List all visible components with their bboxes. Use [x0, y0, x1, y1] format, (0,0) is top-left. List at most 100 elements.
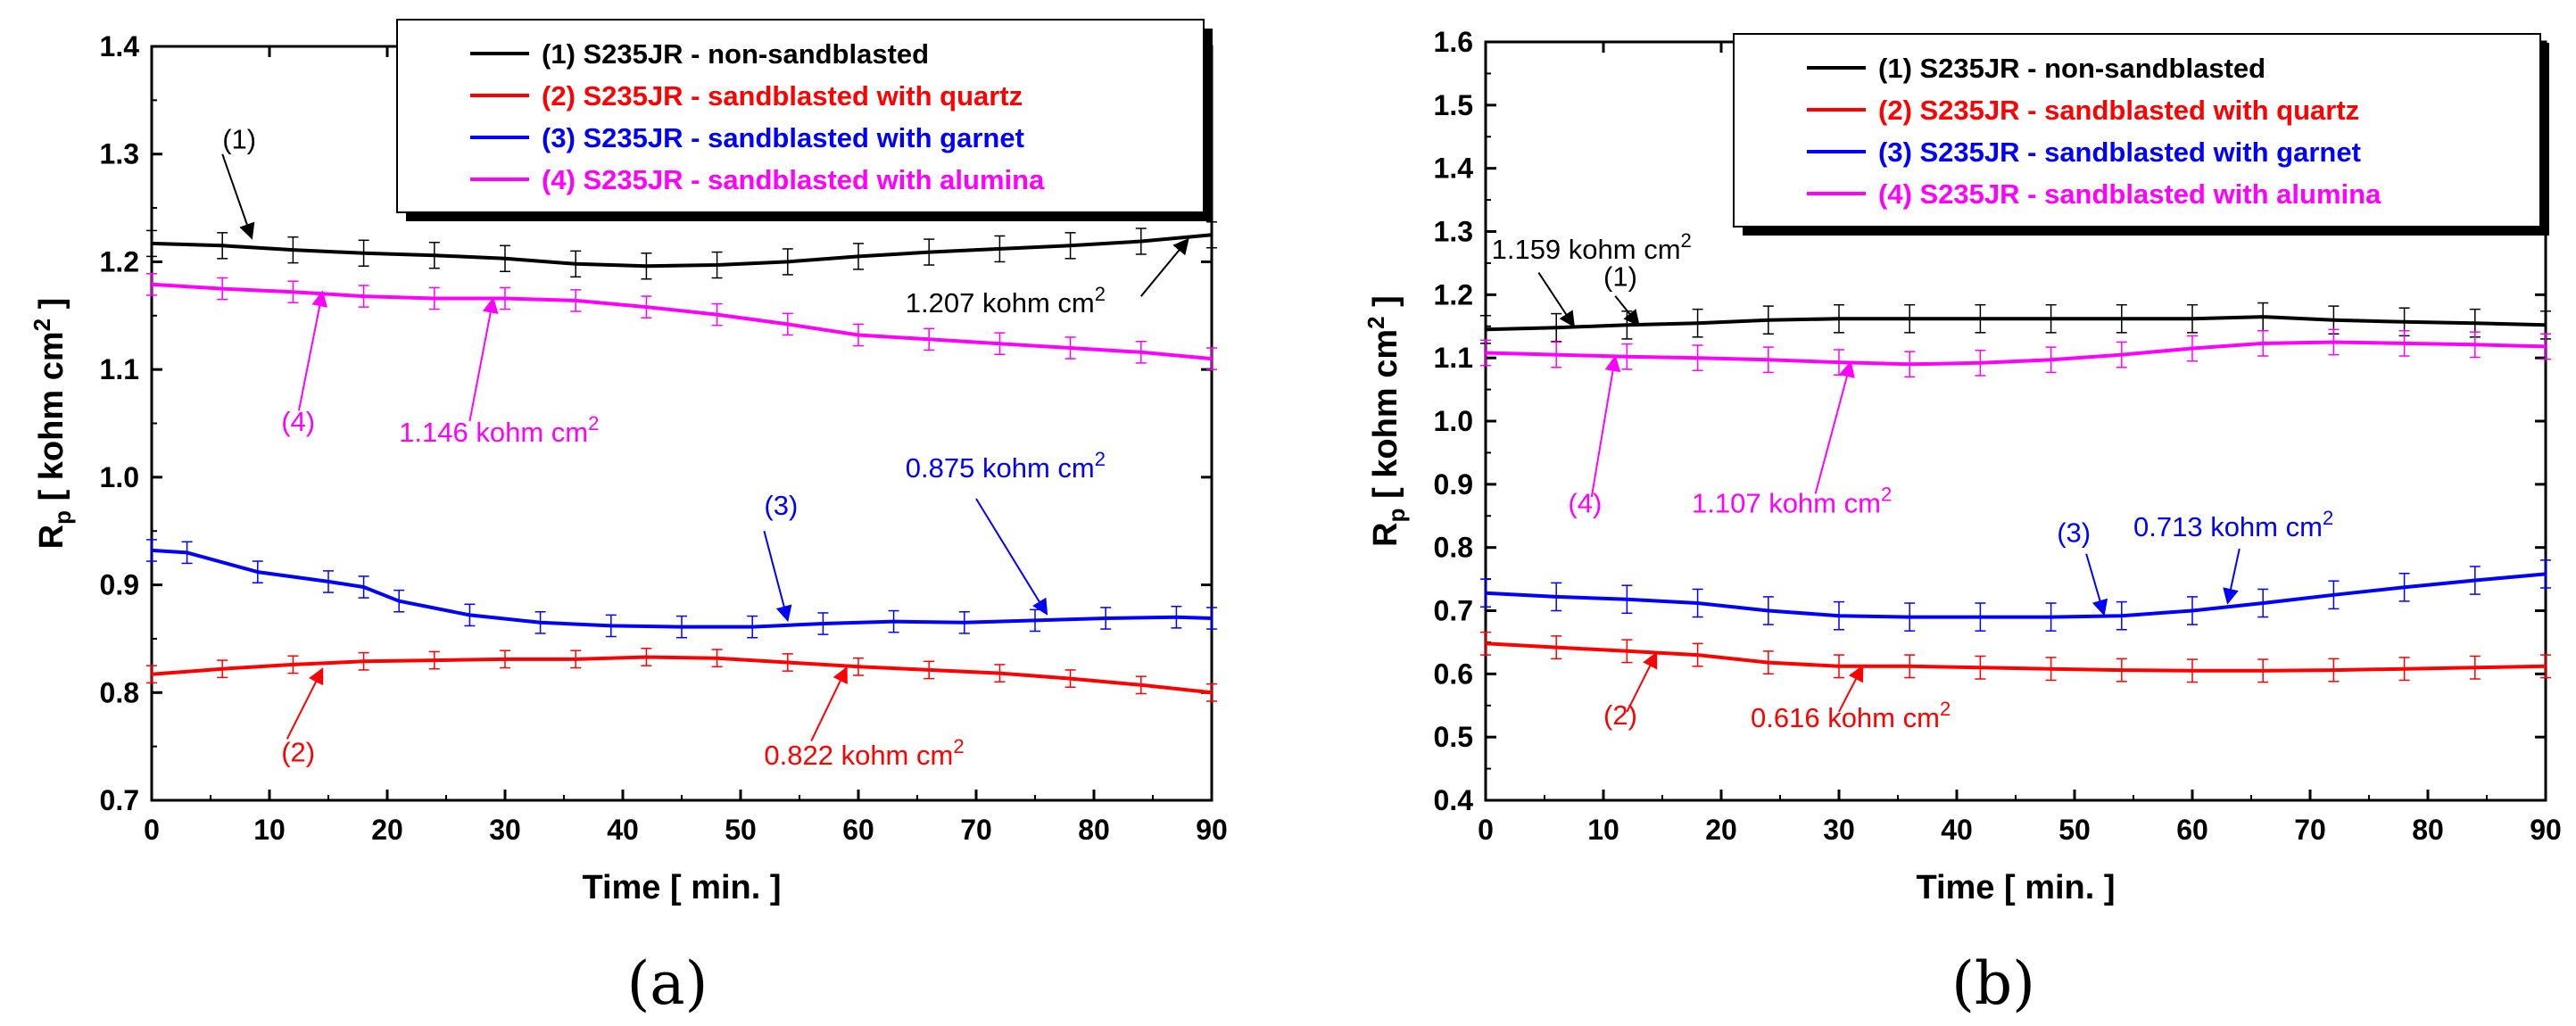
series-line	[1485, 641, 2547, 673]
x-axis-title: Time [ min. ]	[582, 869, 781, 906]
legend-entry: (1) S235JR - non-sandblasted	[1878, 53, 2265, 84]
annotation: 1.107 kohm cm2	[1692, 360, 1892, 519]
y-tick-label: 0.7	[100, 784, 139, 816]
x-tick-label: 70	[2294, 814, 2326, 846]
annotation-arrow	[298, 290, 328, 411]
annotation-arrow	[810, 666, 848, 742]
legend-entry: (3) S235JR - sandblasted with garnet	[542, 122, 1024, 153]
x-tick-label: 50	[725, 814, 757, 846]
annotation-arrow	[221, 153, 255, 240]
x-tick-label: 0	[1478, 814, 1494, 846]
y-tick-label: 0.7	[1434, 595, 1473, 627]
annotation-arrow	[2223, 548, 2241, 605]
x-tick-label: 30	[1823, 814, 1855, 846]
annotation-arrow	[1614, 295, 1640, 327]
series-4	[146, 272, 1217, 370]
x-tick-label: 80	[2412, 814, 2444, 846]
y-tick-label: 0.5	[1434, 721, 1473, 753]
legend: (1) S235JR - non-sandblasted (2) S235JR -…	[1733, 33, 2549, 236]
series-line	[151, 282, 1213, 361]
series-line	[151, 548, 1213, 629]
legend-entry: (4) S235JR - sandblasted with alumina	[1878, 178, 2381, 210]
annotation-label: 0.822 kohm cm2	[764, 735, 964, 771]
chart-panel-a: 0 10 20 30 40 50 60 70 80 90 0.7 0.8 0.9 1.0 1.1 1.2 1.3…	[29, 19, 1228, 1018]
y-tick-label: 1.0	[100, 461, 139, 493]
legend-entry: (2) S235JR - sandblasted with quartz	[1878, 95, 2359, 126]
annotation: 1.146 kohm cm2	[399, 296, 599, 448]
annotation: 0.822 kohm cm2	[764, 666, 965, 771]
x-tick-label: 0	[144, 814, 160, 846]
annotation-label: (1)	[1603, 261, 1637, 292]
x-tick-label: 90	[2530, 814, 2562, 846]
series-2	[146, 648, 1217, 702]
annotation-label: 0.616 kohm cm2	[1751, 698, 1951, 733]
annotation-arrow	[1814, 360, 1855, 494]
annotation: (3)	[763, 490, 798, 623]
annotation: (4)	[281, 290, 328, 437]
annotation-arrow	[468, 296, 499, 422]
series-line	[1485, 340, 2547, 367]
series-3	[146, 539, 1217, 639]
legend-entry: (3) S235JR - sandblasted with garnet	[1878, 137, 2361, 168]
annotation-label: (4)	[281, 406, 315, 437]
x-tick-label: 40	[607, 814, 639, 846]
series-line	[151, 233, 1213, 269]
x-tick-label: 50	[2058, 814, 2091, 846]
y-tick-label: 0.8	[100, 676, 139, 708]
x-axis-title: Time [ min. ]	[1916, 869, 2115, 906]
y-tick-label: 1.4	[100, 30, 140, 62]
annotation-arrow	[1537, 271, 1575, 328]
y-tick-label: 1.5	[1434, 89, 1473, 121]
series-line	[1485, 572, 2547, 619]
legend-entry: (4) S235JR - sandblasted with alumina	[542, 164, 1045, 195]
y-axis-title: Rp [ kohm cm2 ]	[29, 298, 76, 550]
x-tick-label: 80	[1078, 814, 1110, 846]
annotation-label: (1)	[222, 124, 256, 155]
annotation: (3)	[2057, 517, 2108, 616]
series-2	[1480, 631, 2551, 683]
series-line	[1485, 315, 2547, 332]
annotation-label: (4)	[1568, 488, 1602, 519]
annotation-label: 1.146 kohm cm2	[399, 412, 599, 448]
annotation: (1)	[221, 124, 256, 240]
legend-entry: (2) S235JR - sandblasted with quartz	[542, 80, 1023, 112]
annotation: (1)	[1603, 261, 1640, 327]
annotation-label: (3)	[764, 490, 798, 521]
y-tick-label: 1.4	[1434, 153, 1474, 185]
legend-box	[1733, 33, 2541, 228]
annotation: 0.875 kohm cm2	[906, 448, 1106, 616]
y-tick-label: 1.2	[100, 245, 139, 277]
legend: (1) S235JR - non-sandblasted (2) S235JR -…	[396, 19, 1213, 221]
y-tick-label: 1.3	[100, 138, 139, 170]
series-3	[1480, 559, 2551, 632]
annotation-label: 1.107 kohm cm2	[1692, 484, 1892, 519]
annotation-arrow	[1838, 665, 1864, 713]
y-tick-label: 0.9	[1434, 468, 1473, 501]
y-tick-label: 1.2	[1434, 278, 1473, 310]
panel-label: (a)	[627, 949, 708, 1018]
annotation-label: 0.875 kohm cm2	[906, 448, 1106, 484]
annotation-arrow	[1626, 651, 1658, 713]
legend-entry: (1) S235JR - non-sandblasted	[542, 38, 929, 70]
x-tick-label: 60	[842, 814, 874, 846]
annotation-arrow	[1140, 237, 1189, 297]
y-tick-label: 1.6	[1434, 26, 1473, 58]
annotation: 1.207 kohm cm2	[906, 237, 1189, 319]
annotation-label: (3)	[2057, 517, 2091, 548]
series-line	[151, 655, 1213, 695]
y-tick-label: 1.3	[1434, 216, 1473, 248]
y-tick-label: 1.0	[1434, 405, 1473, 437]
annotation-label: (2)	[281, 737, 315, 768]
x-tick-label: 60	[2176, 814, 2208, 846]
series-4	[1480, 328, 2551, 378]
series-1	[146, 221, 1217, 280]
y-tick-label: 1.1	[1434, 342, 1473, 374]
y-axis-title: Rp [ kohm cm2 ]	[1363, 295, 1410, 547]
legend-box	[396, 19, 1205, 213]
series-1	[1480, 302, 2551, 344]
panel-label: (b)	[1951, 949, 2035, 1018]
y-tick-label: 0.9	[100, 569, 139, 601]
annotation-arrow	[763, 530, 792, 623]
y-tick-label: 1.1	[100, 353, 139, 385]
